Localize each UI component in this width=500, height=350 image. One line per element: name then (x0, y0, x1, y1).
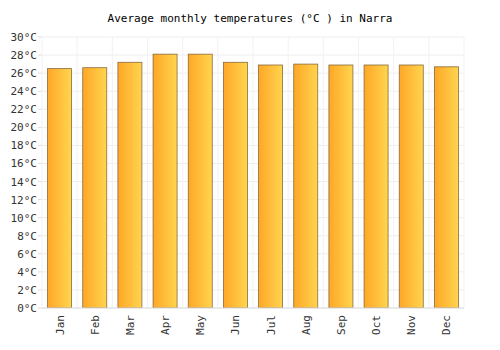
grid-line-vertical (323, 37, 324, 308)
grid-line (42, 308, 464, 309)
bar (83, 68, 107, 308)
x-tick-label: Apr (159, 315, 172, 335)
bar (223, 62, 247, 308)
y-tick-label: 22°C (11, 103, 38, 116)
bar (188, 54, 212, 308)
grid-line-vertical (147, 37, 148, 308)
y-tick-label: 28°C (11, 49, 38, 62)
y-tick (38, 217, 42, 218)
y-tick-label: 6°C (17, 248, 37, 261)
grid-line-vertical (182, 37, 183, 308)
grid-line-vertical (112, 37, 113, 308)
y-tick-label: 18°C (11, 139, 38, 152)
grid-line-vertical (288, 37, 289, 308)
grid-line-vertical (428, 37, 429, 308)
y-tick-label: 8°C (17, 230, 37, 243)
y-tick (38, 73, 42, 74)
y-tick-label: 12°C (11, 194, 38, 207)
bar (118, 62, 142, 308)
x-tick-label: Jul (265, 315, 278, 335)
x-tick-label: Nov (405, 315, 418, 335)
grid-line-vertical (464, 37, 465, 308)
y-tick (38, 109, 42, 110)
x-tick-label: Jun (229, 315, 242, 335)
title: Average monthly temperatures (°C ) in Na… (108, 12, 393, 25)
bar (153, 54, 177, 308)
bar (259, 65, 283, 308)
y-tick (38, 235, 42, 236)
grid (38, 37, 464, 308)
y-tick-label: 14°C (11, 176, 38, 189)
y-tick-label: 20°C (11, 121, 38, 134)
y-tick-label: 10°C (11, 212, 38, 225)
y-tick-label: 24°C (11, 85, 38, 98)
y-tick (38, 253, 42, 254)
bars (48, 54, 459, 308)
y-tick-label: 16°C (11, 157, 38, 170)
bar (294, 64, 318, 308)
y-tick (38, 181, 42, 182)
bar (434, 67, 458, 308)
chart: Average monthly temperatures (°C ) in Na… (0, 0, 500, 350)
bar (48, 69, 72, 308)
y-tick (38, 127, 42, 128)
x-tick-label: May (194, 315, 207, 335)
y-tick-label: 26°C (11, 67, 38, 80)
grid-line-vertical (42, 37, 43, 308)
x-tick-label: Oct (370, 315, 383, 335)
y-tick (38, 37, 42, 38)
y-tick-label: 0°C (17, 302, 37, 315)
grid-line-vertical (358, 37, 359, 308)
y-tick (38, 289, 42, 290)
bar (329, 65, 353, 308)
x-tick-label: Feb (89, 315, 102, 335)
bar (364, 65, 388, 308)
grid-line-vertical (253, 37, 254, 308)
y-tick (38, 163, 42, 164)
y-tick (38, 145, 42, 146)
y-tick (38, 55, 42, 56)
y-tick (38, 91, 42, 92)
grid-line-vertical (77, 37, 78, 308)
y-tick-label: 2°C (17, 284, 37, 297)
x-tick-label: Dec (440, 315, 453, 335)
y-tick (38, 271, 42, 272)
grid-line-vertical (393, 37, 394, 308)
y-tick-label: 4°C (17, 266, 37, 279)
bar (399, 65, 423, 308)
x-tick-label: Aug (300, 315, 313, 335)
x-tick-label: Mar (124, 315, 137, 335)
y-tick (38, 308, 42, 309)
x-tick-label: Jan (54, 315, 67, 335)
grid-line-vertical (217, 37, 218, 308)
y-tick-label: 30°C (11, 31, 38, 44)
x-axis (42, 308, 464, 309)
x-tick-label: Sep (335, 315, 348, 335)
y-tick (38, 199, 42, 200)
